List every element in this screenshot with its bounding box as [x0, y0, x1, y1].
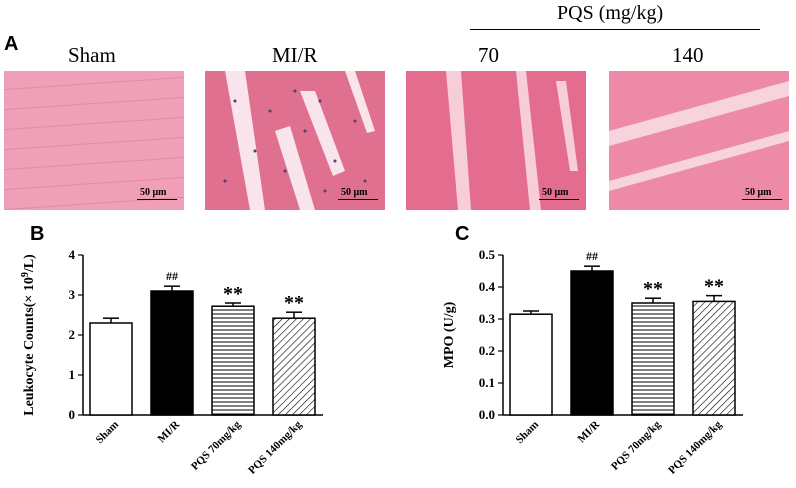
label-140: 140: [672, 43, 704, 67]
y-axis-label: Leukocyte Counts(× 109/L): [20, 254, 38, 416]
x-tick-label: MI/R: [155, 418, 182, 445]
micrograph-mir: 50 μm: [205, 71, 385, 210]
bar: [150, 290, 194, 416]
y-tick-label: 0.1: [479, 375, 495, 390]
micrograph-70-tissue: [406, 71, 586, 210]
significance-label: **: [643, 278, 663, 300]
x-tick-label: MI/R: [575, 418, 602, 445]
y-tick-label: 0: [69, 407, 76, 422]
label-70: 70: [478, 43, 499, 67]
significance-label: **: [284, 292, 304, 314]
x-tick-label: Sham: [514, 419, 542, 447]
significance-label: ##: [586, 249, 598, 263]
y-tick-label: 0.3: [479, 311, 496, 326]
significance-label: **: [704, 276, 724, 298]
micrograph-mir-tissue: [205, 71, 385, 210]
chart-c: 0.0 0.1 0.2 0.3 0.4 0.5 MPO (U/g) Sham ## MI/R ** P…: [442, 247, 743, 477]
micrograph-sham-tissue: [4, 71, 184, 210]
x-tick-label: Sham: [94, 419, 122, 447]
bar: [89, 322, 133, 416]
bar: [211, 305, 255, 416]
bar: [509, 313, 553, 416]
significance-label: ##: [166, 269, 178, 283]
micrograph-140-tissue: [609, 71, 789, 210]
micrograph-140: 50 μm: [609, 71, 789, 210]
scale-label-70: 50 μm: [542, 187, 569, 198]
label-sham: Sham: [68, 43, 116, 67]
bar: [631, 302, 675, 416]
x-tick-label: PQS 140mg/kg: [666, 418, 724, 476]
x-tick-label: PQS 140mg/kg: [246, 418, 304, 476]
y-tick-label: 2: [69, 327, 76, 342]
scale-label-mir: 50 μm: [341, 187, 368, 198]
panel-c-letter: C: [455, 223, 470, 245]
y-tick-label: 0.2: [479, 343, 495, 358]
bar: [272, 317, 316, 416]
chart-b: 0 1 2 3 4 Leukocyte Counts(× 109/L) Sham ## MI/R…: [20, 247, 323, 477]
scale-label-sham: 50 μm: [140, 187, 167, 198]
significance-label: **: [223, 283, 243, 305]
micrograph-70: 50 μm: [406, 71, 586, 210]
y-tick-label: 0.5: [479, 247, 496, 262]
scale-label-140: 50 μm: [745, 187, 772, 198]
micrograph-sham: 50 μm: [4, 71, 184, 210]
x-tick-label: PQS 70mg/kg: [189, 418, 243, 472]
panel-a-letter: A: [4, 33, 19, 55]
x-tick-label: PQS 70mg/kg: [609, 418, 663, 472]
pqs-group-title: PQS (mg/kg): [557, 2, 664, 24]
y-tick-label: 0.4: [479, 279, 496, 294]
y-tick-label: 0.0: [479, 407, 495, 422]
label-mir: MI/R: [272, 43, 318, 67]
y-tick-label: 3: [69, 287, 76, 302]
y-axis-label: MPO (U/g): [442, 301, 457, 368]
panel-b-letter: B: [30, 223, 45, 245]
bar: [570, 270, 614, 416]
y-tick-label: 4: [69, 247, 76, 262]
y-tick-label: 1: [69, 367, 76, 382]
bar: [692, 300, 736, 416]
pqs-group-line: [470, 29, 760, 30]
